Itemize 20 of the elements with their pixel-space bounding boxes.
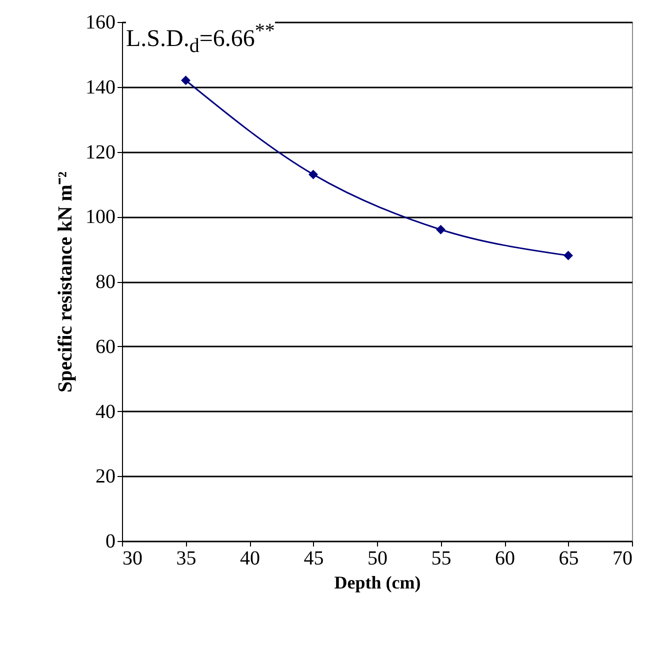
- x-tick-label: 65: [558, 548, 579, 570]
- x-tick-label: 70: [612, 548, 632, 570]
- x-tick-label: 30: [122, 548, 142, 570]
- x-tick-label: 60: [495, 548, 515, 570]
- y-tick-label: 120: [86, 141, 116, 164]
- y-tick-label: 100: [86, 206, 116, 228]
- y-tick-label: 0: [106, 530, 116, 552]
- y-tick-label: 40: [96, 400, 116, 423]
- x-tick-label: 50: [368, 548, 388, 570]
- y-tick-label: 80: [96, 271, 116, 293]
- x-tick-label: 40: [240, 548, 260, 570]
- y-tick-label: 60: [96, 336, 116, 358]
- x-tick-label: 55: [431, 548, 452, 570]
- x-tick-label: 45: [304, 548, 324, 570]
- x-axis-title: Depth (cm): [334, 572, 421, 592]
- y-axis-title: Specific resistance kN m⁻²: [54, 172, 76, 392]
- y-tick-label: 160: [86, 12, 116, 34]
- x-tick-label: 35: [176, 548, 196, 570]
- y-tick-label: 20: [96, 466, 116, 488]
- y-tick-label: 140: [86, 76, 116, 98]
